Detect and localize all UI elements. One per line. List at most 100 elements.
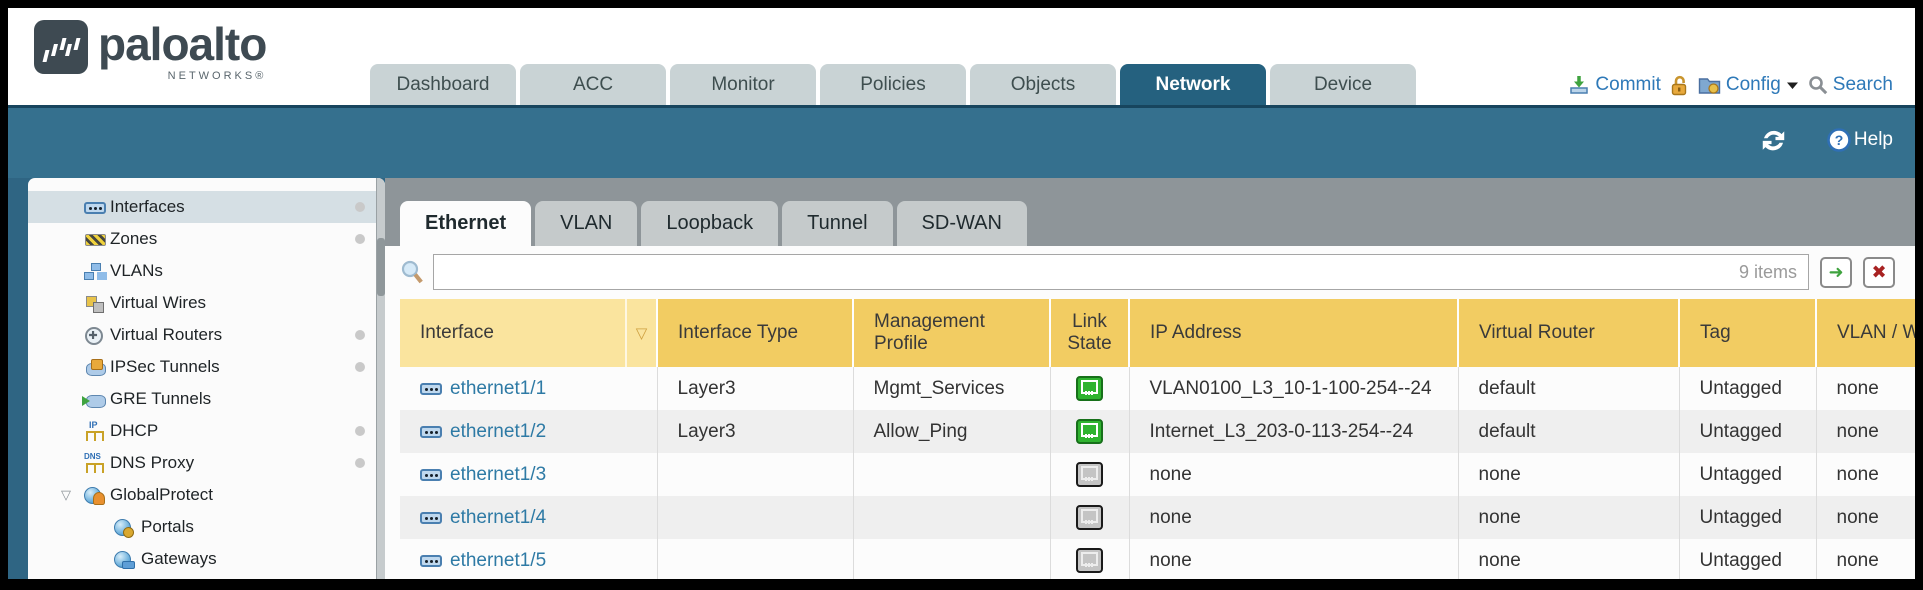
- management-profile-cell: Allow_Ping: [853, 410, 1051, 453]
- zones-icon: [84, 231, 106, 248]
- commit-button[interactable]: Commit: [1568, 74, 1661, 96]
- interface-row[interactable]: ethernet1/4 none none Untagged none: [400, 496, 1915, 539]
- tab-ethernet[interactable]: Ethernet: [400, 201, 532, 246]
- brand-wordmark: paloalto: [98, 18, 267, 70]
- search-button[interactable]: Search: [1808, 74, 1893, 96]
- interface-link[interactable]: ethernet1/5: [450, 549, 547, 571]
- interface-icon: [420, 423, 442, 440]
- tab-loopback[interactable]: Loopback: [641, 201, 779, 246]
- interface-row[interactable]: ethernet1/1 Layer3 Mgmt_Services VLAN010…: [400, 367, 1915, 410]
- interface-icon: [420, 466, 442, 483]
- help-button[interactable]: ? Help: [1827, 128, 1893, 152]
- interface-row[interactable]: ethernet1/3 none none Untagged none: [400, 453, 1915, 496]
- vlan-wire-cell: none: [1816, 410, 1915, 453]
- sidebar-item-virtual-wires[interactable]: Virtual Wires: [28, 287, 385, 319]
- link-state-up-icon: [1076, 376, 1103, 401]
- column-header-management-profile[interactable]: Management Profile: [853, 299, 1051, 367]
- link-state-down-icon: [1076, 505, 1103, 530]
- top-header: paloalto NETWORKS® Dashboard ACC Monitor Po…: [8, 8, 1915, 108]
- interface-link[interactable]: ethernet1/1: [450, 377, 547, 399]
- sidebar-item-globalprotect[interactable]: ▽ GlobalProtect: [28, 479, 385, 511]
- sidebar-item-gateways[interactable]: Gateways: [28, 543, 385, 575]
- interface-type-cell: [657, 496, 854, 539]
- refresh-icon: [1762, 130, 1785, 150]
- primary-nav-tab-network[interactable]: Network: [1120, 64, 1266, 105]
- config-dropdown[interactable]: Config: [1698, 74, 1799, 96]
- refresh-button[interactable]: [1760, 129, 1787, 152]
- primary-nav-tab-monitor[interactable]: Monitor: [670, 64, 816, 105]
- column-header-virtual-router[interactable]: Virtual Router: [1458, 299, 1680, 367]
- interfaces-table: Interface ▽ Interface Type Management Pr…: [400, 299, 1915, 579]
- expand-caret-icon[interactable]: ▽: [61, 487, 71, 502]
- tag-cell: Untagged: [1679, 453, 1817, 496]
- vlans-icon: [84, 262, 106, 280]
- gateways-icon: [114, 550, 136, 569]
- virtual-router-cell: default: [1458, 410, 1680, 453]
- portals-icon: [114, 518, 136, 538]
- dhcp-icon: [84, 420, 106, 441]
- sidebar-item-ipsec-tunnels[interactable]: IPSec Tunnels: [28, 351, 385, 383]
- column-header-ip-address[interactable]: IP Address: [1129, 299, 1459, 367]
- interface-type-cell: [657, 453, 854, 496]
- interface-icon: [420, 509, 442, 526]
- interface-row[interactable]: ethernet1/2 Layer3 Allow_Ping Internet_L…: [400, 410, 1915, 453]
- vlan-wire-cell: none: [1816, 539, 1915, 579]
- dns-proxy-icon: [84, 452, 106, 473]
- sidebar-item-partial[interactable]: [28, 575, 385, 579]
- tab-vlan[interactable]: VLAN: [535, 201, 638, 246]
- sidebar-item-virtual-routers[interactable]: Virtual Routers: [28, 319, 385, 351]
- filter-row: 9 items ➜ ✖: [400, 254, 1915, 290]
- commit-icon: [1570, 76, 1589, 94]
- primary-nav-tab-acc[interactable]: ACC: [520, 64, 666, 105]
- interface-row[interactable]: ethernet1/5 none none Untagged none: [400, 539, 1915, 579]
- column-header-link-state[interactable]: Link State: [1050, 299, 1130, 367]
- sidebar-scrollbar[interactable]: [376, 178, 385, 579]
- column-header-interface[interactable]: Interface ▽: [400, 299, 658, 367]
- sidebar-item-interfaces[interactable]: Interfaces: [28, 191, 385, 223]
- virtual-routers-icon: [84, 326, 106, 345]
- sort-dropdown-icon[interactable]: ▽: [625, 299, 656, 367]
- primary-nav-tab-policies[interactable]: Policies: [820, 64, 966, 105]
- apply-filter-button[interactable]: ➜: [1820, 256, 1852, 288]
- column-header-interface-type[interactable]: Interface Type: [657, 299, 854, 367]
- items-count: 9 items: [1738, 262, 1797, 282]
- interface-link[interactable]: ethernet1/3: [450, 463, 547, 485]
- tab-tunnel[interactable]: Tunnel: [782, 201, 893, 246]
- sidebar-item-zones[interactable]: Zones: [28, 223, 385, 255]
- virtual-router-cell: none: [1458, 496, 1680, 539]
- app-window: paloalto NETWORKS® Dashboard ACC Monitor Po…: [8, 8, 1915, 579]
- help-label: Help: [1853, 129, 1893, 150]
- sidebar-item-portals[interactable]: Portals: [28, 511, 385, 543]
- tag-cell: Untagged: [1679, 410, 1817, 453]
- sidebar-item-dhcp[interactable]: DHCP: [28, 415, 385, 447]
- link-state-down-icon: [1076, 462, 1103, 487]
- filter-input[interactable]: [433, 254, 1809, 290]
- ip-address-cell: none: [1129, 539, 1459, 579]
- sidebar-item-dot: [355, 330, 365, 340]
- content-area: Interfaces Zones VLANs Virtual Wires Vir…: [8, 178, 1915, 579]
- virtual-router-cell: default: [1458, 367, 1680, 410]
- interface-icon: [420, 380, 442, 397]
- primary-nav-tab-dashboard[interactable]: Dashboard: [370, 64, 516, 105]
- sidebar-item-vlans[interactable]: VLANs: [28, 255, 385, 287]
- interfaces-table-wrap: Interface ▽ Interface Type Management Pr…: [400, 299, 1915, 579]
- column-header-vlan-wire[interactable]: VLAN / Wire: [1816, 299, 1915, 367]
- primary-nav-tab-objects[interactable]: Objects: [970, 64, 1116, 105]
- virtual-router-cell: none: [1458, 539, 1680, 579]
- interface-type-tabs: Ethernet VLAN Loopback Tunnel SD-WAN: [385, 178, 1915, 246]
- ip-address-cell: none: [1129, 496, 1459, 539]
- column-header-tag[interactable]: Tag: [1679, 299, 1817, 367]
- sidebar-item-dns-proxy[interactable]: DNS Proxy: [28, 447, 385, 479]
- lock-icon[interactable]: [1670, 75, 1689, 96]
- interface-link[interactable]: ethernet1/2: [450, 420, 547, 442]
- primary-nav-tab-device[interactable]: Device: [1270, 64, 1416, 105]
- tab-sd-wan[interactable]: SD-WAN: [896, 201, 1027, 246]
- interface-link[interactable]: ethernet1/4: [450, 506, 547, 528]
- sidebar-item-gre-tunnels[interactable]: GRE Tunnels: [28, 383, 385, 415]
- clear-filter-button[interactable]: ✖: [1863, 256, 1895, 288]
- ip-address-cell: none: [1129, 453, 1459, 496]
- ethernet-panel: 9 items ➜ ✖ Interfac: [385, 246, 1915, 579]
- interfaces-icon: [84, 199, 106, 216]
- sidebar-scrollbar-thumb[interactable]: [377, 238, 385, 296]
